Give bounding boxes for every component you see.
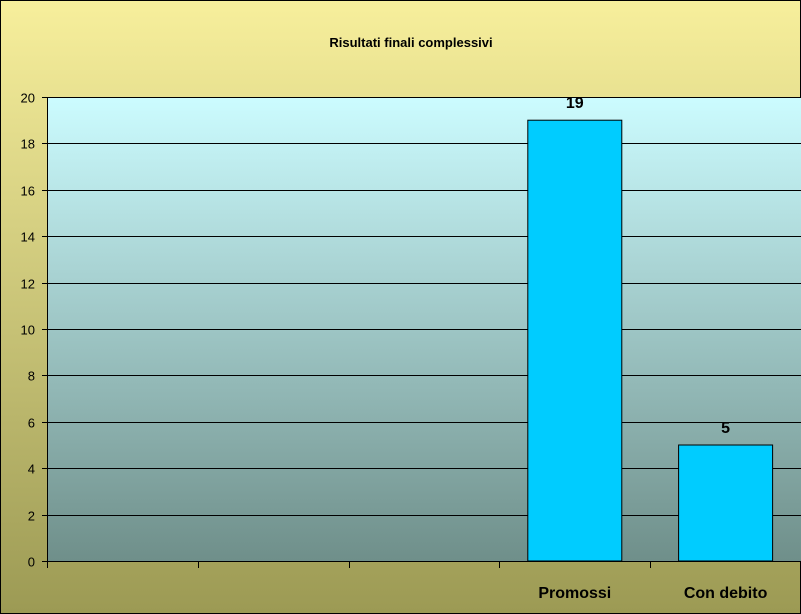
y-tick-label: 0 xyxy=(28,555,35,570)
axes xyxy=(42,97,801,568)
y-tick-label: 12 xyxy=(21,277,35,292)
y-tick-label: 2 xyxy=(28,509,35,524)
y-tick-label: 14 xyxy=(21,230,35,245)
category-label: Promossi xyxy=(538,585,611,602)
y-tick-label: 20 xyxy=(21,91,35,106)
gridlines xyxy=(47,97,801,516)
y-tick-label: 10 xyxy=(21,323,35,338)
bar xyxy=(678,444,774,562)
chart-title: Risultati finali complessivi xyxy=(329,35,492,50)
category-label: Con debito xyxy=(684,585,768,602)
y-tick-label: 18 xyxy=(21,137,35,152)
y-tick-label: 6 xyxy=(28,416,35,431)
labels: 0 2 4 6 8 10 12 14 16 18 20 19 Promossi 5 Con debito xyxy=(21,91,768,603)
data-label: 5 xyxy=(721,420,730,437)
y-tick-label: 4 xyxy=(28,462,35,477)
bar xyxy=(527,119,623,562)
bars xyxy=(527,119,774,562)
y-tick-label: 8 xyxy=(28,369,35,384)
y-tick-label: 16 xyxy=(21,184,35,199)
data-label: 19 xyxy=(566,95,584,112)
